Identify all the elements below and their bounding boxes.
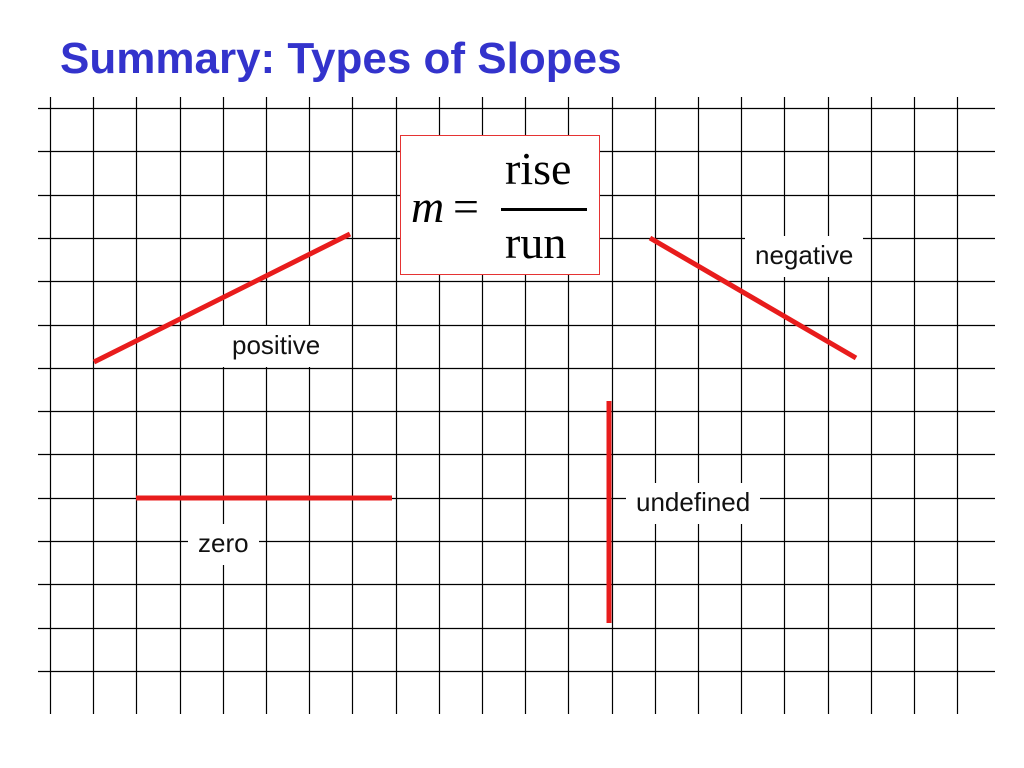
formula-variable: m [411, 181, 445, 232]
slope-formula: m = rise run [400, 135, 600, 275]
positive-label: positive [222, 326, 331, 367]
undefined-label: undefined [626, 483, 761, 524]
formula-denominator: run [505, 217, 567, 268]
slide-title: Summary: Types of Slopes [60, 34, 622, 83]
zero-label: zero [188, 524, 259, 565]
formula-numerator: rise [505, 143, 572, 194]
negative-label: negative [745, 236, 864, 277]
fraction-bar [501, 208, 587, 211]
negative-slope-line [648, 235, 858, 361]
formula-equals: = [453, 181, 479, 232]
positive-slope-line [92, 231, 352, 365]
